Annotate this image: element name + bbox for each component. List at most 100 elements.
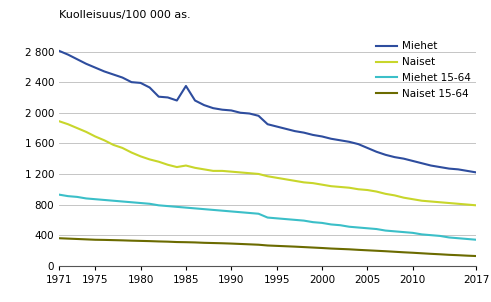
Naiset 15-64 <box>74 237 80 241</box>
Naiset <box>119 146 125 150</box>
Naiset <box>473 204 479 207</box>
Naiset <box>464 203 470 206</box>
Naiset <box>137 155 143 158</box>
Naiset <box>292 179 298 183</box>
Naiset 15-64 <box>65 237 71 240</box>
Miehet 15-64 <box>238 210 244 214</box>
Miehet <box>101 70 107 73</box>
Naiset 15-64 <box>228 242 234 246</box>
Text: Kuolleisuus/100 000 as.: Kuolleisuus/100 000 as. <box>59 10 191 20</box>
Naiset 15-64 <box>210 241 216 245</box>
Naiset 15-64 <box>410 251 416 255</box>
Miehet <box>110 73 116 76</box>
Naiset 15-64 <box>129 239 135 243</box>
Naiset 15-64 <box>364 249 370 252</box>
Naiset 15-64 <box>238 242 244 246</box>
Miehet 15-64 <box>464 237 470 241</box>
Line: Miehet: Miehet <box>59 51 476 172</box>
Naiset <box>56 119 62 123</box>
Naiset 15-64 <box>464 254 470 258</box>
Miehet <box>319 135 325 138</box>
Naiset 15-64 <box>455 253 461 257</box>
Miehet <box>238 111 244 114</box>
Naiset 15-64 <box>156 239 162 243</box>
Miehet 15-64 <box>382 229 388 232</box>
Naiset <box>147 158 153 161</box>
Miehet 15-64 <box>292 218 298 222</box>
Miehet 15-64 <box>355 226 361 229</box>
Miehet 15-64 <box>119 200 125 203</box>
Naiset 15-64 <box>273 244 279 248</box>
Naiset <box>310 181 316 185</box>
Miehet 15-64 <box>110 199 116 203</box>
Miehet <box>74 57 80 61</box>
Naiset 15-64 <box>201 241 207 245</box>
Miehet 15-64 <box>246 211 252 215</box>
Naiset 15-64 <box>374 249 380 252</box>
Naiset <box>238 171 244 174</box>
Miehet <box>292 129 298 133</box>
Miehet <box>355 142 361 146</box>
Miehet <box>419 162 425 165</box>
Miehet 15-64 <box>137 201 143 205</box>
Miehet 15-64 <box>328 223 334 226</box>
Naiset 15-64 <box>292 245 298 249</box>
Miehet <box>364 146 370 150</box>
Naiset <box>283 178 289 181</box>
Naiset <box>92 135 98 138</box>
Naiset <box>328 185 334 188</box>
Miehet <box>165 96 171 99</box>
Miehet 15-64 <box>74 195 80 199</box>
Miehet <box>156 95 162 98</box>
Naiset 15-64 <box>174 240 180 244</box>
Miehet <box>56 49 62 53</box>
Naiset <box>129 151 135 154</box>
Miehet 15-64 <box>201 207 207 211</box>
Miehet 15-64 <box>265 216 271 219</box>
Miehet <box>137 81 143 85</box>
Naiset <box>437 201 443 204</box>
Naiset <box>301 181 307 184</box>
Miehet <box>201 103 207 107</box>
Miehet <box>401 157 407 160</box>
Miehet <box>437 165 443 169</box>
Miehet <box>256 114 262 117</box>
Naiset <box>110 143 116 147</box>
Naiset 15-64 <box>437 252 443 256</box>
Naiset 15-64 <box>382 249 388 253</box>
Naiset 15-64 <box>183 240 189 244</box>
Naiset <box>201 168 207 171</box>
Miehet 15-64 <box>256 212 262 216</box>
Miehet <box>192 99 198 102</box>
Naiset 15-64 <box>392 250 398 254</box>
Naiset <box>156 160 162 163</box>
Miehet <box>310 133 316 137</box>
Naiset 15-64 <box>83 238 89 241</box>
Miehet 15-64 <box>337 223 343 227</box>
Naiset 15-64 <box>165 240 171 243</box>
Miehet 15-64 <box>174 205 180 209</box>
Miehet 15-64 <box>392 230 398 233</box>
Naiset 15-64 <box>319 246 325 250</box>
Naiset 15-64 <box>401 250 407 254</box>
Miehet <box>473 171 479 174</box>
Naiset 15-64 <box>310 246 316 249</box>
Naiset <box>174 165 180 169</box>
Naiset <box>319 183 325 186</box>
Miehet 15-64 <box>283 217 289 221</box>
Miehet 15-64 <box>228 210 234 213</box>
Miehet 15-64 <box>310 220 316 224</box>
Naiset 15-64 <box>328 247 334 250</box>
Naiset 15-64 <box>110 238 116 242</box>
Naiset <box>428 200 434 203</box>
Naiset <box>74 126 80 130</box>
Naiset <box>246 171 252 175</box>
Miehet 15-64 <box>301 219 307 223</box>
Miehet <box>174 99 180 102</box>
Miehet <box>119 76 125 79</box>
Line: Naiset: Naiset <box>59 121 476 205</box>
Miehet <box>129 80 135 84</box>
Naiset 15-64 <box>428 252 434 255</box>
Miehet 15-64 <box>192 207 198 210</box>
Naiset 15-64 <box>137 239 143 243</box>
